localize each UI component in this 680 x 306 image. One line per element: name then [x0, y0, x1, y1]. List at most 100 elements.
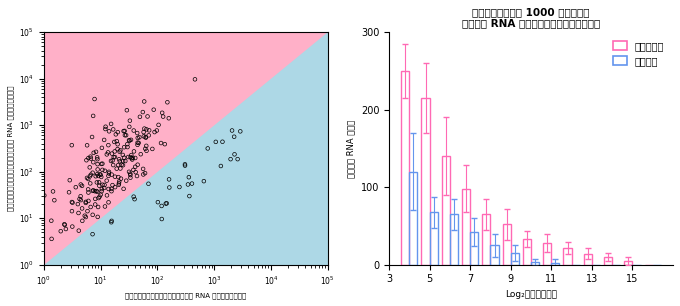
- Point: [139, 171, 150, 176]
- Point: [139, 99, 150, 104]
- Point: [112, 166, 122, 171]
- Point: [75, 182, 86, 187]
- Point: [90, 149, 101, 154]
- Point: [105, 159, 116, 163]
- Point: [67, 209, 78, 214]
- Point: [202, 146, 213, 151]
- Point: [153, 122, 164, 127]
- Point: [129, 128, 139, 133]
- Polygon shape: [44, 32, 328, 265]
- Point: [65, 178, 75, 183]
- Point: [86, 172, 97, 177]
- Point: [109, 174, 120, 179]
- Point: [94, 183, 105, 188]
- Point: [118, 152, 129, 157]
- Point: [88, 188, 99, 193]
- Point: [49, 198, 60, 203]
- Point: [126, 157, 137, 162]
- Point: [140, 135, 151, 140]
- Y-axis label: マイクロ RNA 種頻数: マイクロ RNA 種頻数: [346, 119, 355, 177]
- Point: [141, 148, 152, 153]
- Point: [101, 178, 112, 183]
- Point: [95, 172, 106, 177]
- Point: [91, 180, 102, 185]
- Point: [83, 199, 94, 203]
- Point: [124, 138, 135, 143]
- Point: [73, 211, 84, 215]
- Point: [103, 200, 114, 205]
- Point: [97, 167, 108, 172]
- Point: [97, 145, 107, 150]
- Point: [129, 149, 139, 154]
- Point: [96, 189, 107, 194]
- Point: [92, 162, 103, 166]
- Point: [107, 162, 118, 167]
- Point: [108, 127, 119, 132]
- Point: [164, 177, 175, 182]
- Point: [118, 129, 129, 133]
- Point: [120, 133, 131, 138]
- Point: [161, 201, 172, 206]
- Point: [109, 149, 120, 154]
- Point: [83, 177, 94, 181]
- Point: [226, 128, 237, 133]
- Point: [118, 163, 129, 168]
- Point: [87, 170, 98, 175]
- Point: [199, 179, 209, 184]
- Point: [95, 172, 105, 177]
- Point: [174, 185, 185, 189]
- Point: [96, 174, 107, 179]
- Point: [124, 124, 135, 129]
- Point: [126, 153, 137, 158]
- Bar: [503, 224, 511, 265]
- Point: [137, 166, 148, 171]
- Point: [70, 185, 81, 190]
- Point: [116, 176, 126, 181]
- Point: [128, 167, 139, 172]
- Point: [48, 189, 58, 194]
- Point: [106, 186, 117, 191]
- Point: [115, 166, 126, 171]
- Point: [80, 200, 91, 205]
- Point: [80, 215, 91, 219]
- Point: [125, 175, 136, 180]
- Point: [122, 108, 133, 113]
- Point: [107, 183, 118, 188]
- Point: [83, 187, 94, 192]
- Bar: [564, 248, 572, 265]
- Point: [87, 188, 98, 193]
- Point: [156, 217, 167, 222]
- Y-axis label: ナノワイヤにより検出されたマイクロ RNA の規格化蛍光強度: ナノワイヤにより検出されたマイクロ RNA の規格化蛍光強度: [7, 86, 14, 211]
- X-axis label: Log₂（蛍光強度）: Log₂（蛍光強度）: [505, 290, 557, 299]
- Point: [210, 140, 221, 144]
- Point: [180, 163, 190, 168]
- Point: [84, 174, 95, 179]
- Point: [93, 196, 104, 200]
- Point: [135, 114, 146, 119]
- Point: [140, 146, 151, 151]
- Point: [232, 157, 243, 162]
- Point: [180, 162, 190, 167]
- Point: [100, 124, 111, 129]
- Point: [118, 186, 129, 191]
- Point: [138, 134, 149, 139]
- Point: [158, 114, 169, 119]
- Point: [190, 77, 201, 82]
- Point: [92, 172, 103, 177]
- Point: [130, 155, 141, 160]
- Point: [67, 200, 78, 204]
- Point: [108, 155, 119, 160]
- Point: [80, 200, 91, 204]
- Point: [143, 181, 154, 186]
- Bar: [470, 232, 478, 265]
- Point: [92, 189, 103, 194]
- Point: [133, 136, 143, 140]
- Point: [140, 135, 151, 140]
- Bar: [551, 263, 560, 265]
- Bar: [624, 261, 632, 265]
- Point: [81, 158, 92, 163]
- Point: [86, 135, 97, 140]
- Point: [131, 174, 142, 178]
- Point: [129, 194, 139, 199]
- Point: [132, 131, 143, 136]
